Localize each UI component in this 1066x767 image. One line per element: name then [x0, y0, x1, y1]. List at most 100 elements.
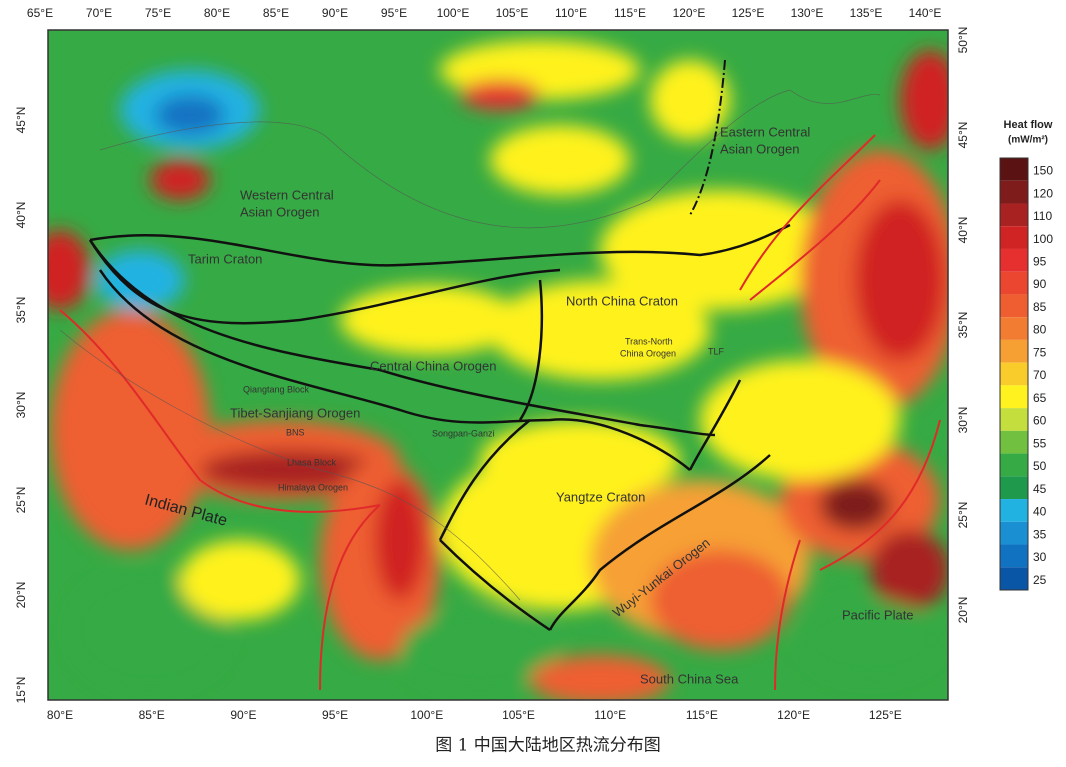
right-tick-label: 35°N [956, 312, 970, 339]
region-label: Western Central [240, 187, 334, 202]
region-label: South China Sea [640, 671, 739, 686]
right-tick-label: 40°N [956, 217, 970, 244]
top-tick-label: 115°E [614, 6, 646, 20]
top-tick-label: 70°E [86, 6, 112, 20]
legend-label: 75 [1033, 345, 1047, 359]
bottom-tick-label: 95°E [322, 708, 348, 722]
legend-swatch [1000, 226, 1028, 249]
legend-swatch [1000, 294, 1028, 318]
region-label: Eastern Central [720, 124, 810, 139]
region-label: Tarim Craton [188, 251, 262, 266]
region-label: TLF [708, 346, 725, 356]
region-label: Trans-North [625, 336, 673, 346]
map-frame [47, 29, 949, 701]
legend-swatch [1000, 430, 1028, 454]
left-tick-label: 15°N [14, 677, 28, 704]
legend-swatch [1000, 453, 1028, 477]
legend-label: 60 [1033, 414, 1047, 428]
legend-label: 70 [1033, 368, 1047, 382]
legend-swatch [1000, 203, 1028, 227]
top-tick-label: 100°E [437, 6, 470, 20]
bottom-tick-label: 110°E [594, 708, 626, 722]
region-label: Yangtze Craton [556, 489, 645, 504]
bottom-tick-label: 120°E [777, 708, 810, 722]
legend-title: Heat flow [1004, 119, 1053, 131]
legend-label: 40 [1033, 505, 1047, 519]
region-label: BNS [286, 427, 305, 437]
top-tick-label: 120°E [673, 6, 706, 20]
region-label: Pacific Plate [842, 607, 914, 622]
top-tick-label: 95°E [381, 6, 407, 20]
legend-label: 100 [1033, 232, 1053, 246]
top-tick-label: 140°E [909, 6, 942, 20]
bottom-tick-label: 85°E [139, 708, 165, 722]
figure-caption: 图 1 中国大陆地区热流分布图 [435, 736, 661, 756]
bottom-tick-label: 80°E [47, 708, 73, 722]
legend-swatch [1000, 544, 1028, 568]
top-tick-label: 130°E [791, 6, 824, 20]
legend-swatch [1000, 567, 1028, 590]
right-tick-label: 30°N [956, 407, 970, 434]
region-label: Qiangtang Block [243, 384, 310, 394]
region-label: Central China Orogen [370, 358, 496, 373]
bottom-tick-label: 125°E [869, 708, 902, 722]
legend-swatch [1000, 385, 1028, 409]
legend-swatch [1000, 499, 1028, 522]
legend-label: 90 [1033, 277, 1047, 291]
top-tick-label: 135°E [850, 6, 883, 20]
legend-swatch [1000, 362, 1028, 386]
legend-label: 35 [1033, 527, 1047, 541]
top-tick-label: 125°E [732, 6, 765, 20]
bottom-tick-label: 100°E [410, 708, 443, 722]
right-tick-label: 45°N [956, 122, 970, 149]
legend-label: 30 [1033, 550, 1047, 564]
legend-swatch [1000, 476, 1028, 500]
legend-label: 95 [1033, 254, 1047, 268]
bottom-tick-label: 90°E [230, 708, 256, 722]
legend-swatch [1000, 158, 1028, 181]
legend-swatch [1000, 180, 1028, 204]
region-label: China Orogen [620, 348, 676, 358]
legend-frame [999, 157, 1029, 591]
legend-swatch [1000, 271, 1028, 295]
top-tick-label: 65°E [27, 6, 53, 20]
tectonic-boundaries [88, 223, 791, 632]
top-tick-label: 110°E [555, 6, 587, 20]
top-tick-label: 90°E [322, 6, 348, 20]
legend-label: 50 [1033, 459, 1047, 473]
region-label: Songpan-Ganzi [432, 428, 495, 438]
legend-swatch [1000, 408, 1028, 431]
region-label: Tibet-Sanjiang Orogen [230, 405, 360, 420]
legend-swatch [1000, 339, 1028, 363]
heat-map [48, 30, 948, 700]
left-tick-label: 20°N [14, 582, 28, 609]
legend-label: 85 [1033, 300, 1047, 314]
top-tick-label: 105°E [496, 6, 529, 20]
top-tick-label: 85°E [263, 6, 289, 20]
top-tick-label: 80°E [204, 6, 230, 20]
left-tick-label: 45°N [14, 107, 28, 134]
legend-label: 55 [1033, 436, 1047, 450]
right-tick-label: 20°N [956, 597, 970, 624]
legend-label: 120 [1033, 186, 1053, 200]
left-tick-label: 25°N [14, 487, 28, 514]
fault-lines [59, 134, 941, 691]
region-label: Asian Orogen [240, 204, 320, 219]
legend-label: 110 [1033, 209, 1052, 223]
legend-swatch [1000, 521, 1028, 545]
legend-label: 80 [1033, 323, 1047, 337]
region-label: Himalaya Orogen [278, 482, 348, 492]
legend-label: 65 [1033, 391, 1047, 405]
right-tick-label: 25°N [956, 502, 970, 529]
bottom-tick-label: 105°E [502, 708, 535, 722]
left-tick-label: 40°N [14, 202, 28, 229]
legend-unit: (mW/m²) [1008, 135, 1048, 146]
legend-swatch [1000, 317, 1028, 340]
region-label: Lhasa Block [287, 457, 337, 467]
legend-swatch [1000, 248, 1028, 272]
left-tick-label: 30°N [14, 392, 28, 419]
left-tick-label: 35°N [14, 297, 28, 324]
top-tick-label: 75°E [145, 6, 171, 20]
region-label: North China Craton [566, 293, 678, 308]
